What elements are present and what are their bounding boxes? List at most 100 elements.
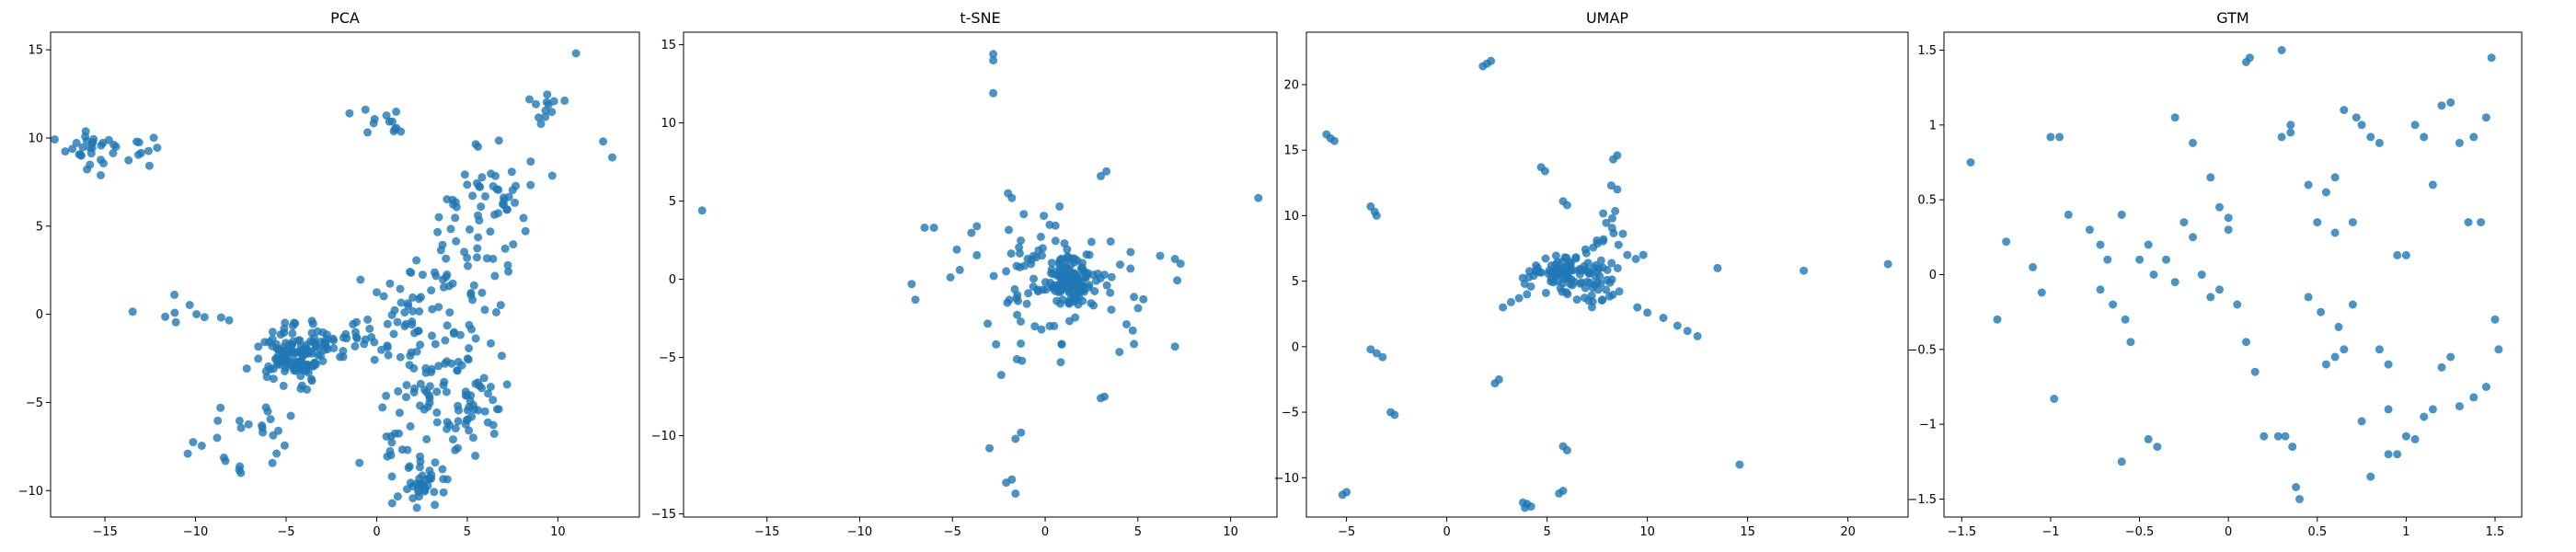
gtm-point [2117,457,2126,466]
gtm-y-tick-label: −0.5 [1907,343,1937,357]
tsne-point [1060,269,1068,278]
pca-point [377,345,385,354]
pca-point [466,391,476,400]
tsne-point [1050,321,1059,330]
gtm-x-tick-label: −0.5 [2125,525,2155,539]
umap-point [1551,251,1560,260]
pca-point [402,393,410,402]
pca-point [453,366,462,375]
tsne-point [967,228,976,237]
umap-points [1322,56,1892,512]
tsne-point [983,319,993,328]
umap-point [1683,327,1692,336]
pca-point [503,260,512,270]
pca-point [72,138,81,147]
umap-point [1558,279,1568,288]
pca-point [310,334,319,342]
pca-point [464,355,473,364]
gtm-point [2340,106,2349,115]
pca-point [434,213,443,222]
umap-point [1566,259,1575,268]
tsne-point [1016,248,1024,258]
gtm-point [2037,288,2046,297]
pca-point [382,432,391,441]
gtm-point [2002,237,2011,247]
tsne-point [989,271,998,281]
gtm-point [2334,322,2343,331]
pca-point [474,406,483,415]
umap-point [1602,218,1611,227]
gtm-point [2029,262,2038,271]
pca-point [412,503,421,512]
pca-panel: PCA −15 −10 −5 0 5 10 −10 −5 0 5 10 15 [18,9,640,539]
pca-point [406,421,415,431]
tsne-point [1012,261,1021,270]
pca-point [446,224,455,234]
pca-point [268,328,277,337]
pca-point [436,246,445,255]
tsne-point [697,206,707,215]
gtm-point [2477,218,2486,227]
pca-point [213,433,222,443]
umap-y-tick-label: 0 [1292,340,1299,354]
pca-point [111,142,121,151]
pca-point [236,462,245,471]
gtm-point [2117,210,2126,219]
pca-point [385,279,395,288]
gtm-y-tick-label: 0.5 [1917,194,1937,208]
pca-point [416,401,424,410]
gtm-point [2064,210,2073,219]
pca-point [489,429,499,438]
umap-point [1487,56,1496,65]
gtm-point [2420,412,2429,421]
gtm-point [2295,495,2304,503]
pca-point [153,144,162,153]
pca-point [526,180,535,190]
umap-point [1372,349,1381,358]
gtm-point [2410,121,2420,130]
tsne-point [1046,278,1054,287]
tsne-point [1107,272,1116,282]
pca-point [475,216,484,225]
umap-x-tick-label: 5 [1543,525,1550,539]
pca-point [547,108,557,117]
tsne-point [1122,320,1131,328]
tsne-point [1128,326,1137,335]
tsne-point [1012,354,1021,363]
pca-point [439,488,448,497]
tsne-point [1055,201,1064,211]
pca-point [280,324,289,333]
gtm-point [2286,121,2295,130]
pca-point [448,279,457,288]
pca-point [415,307,424,316]
pca-point [236,423,246,432]
pca-point [282,363,291,373]
pca-point [303,360,312,369]
tsne-point [989,56,998,65]
tsne-point [1031,253,1041,262]
umap-point [1569,266,1578,275]
umap-point [1562,253,1571,262]
pca-point [455,330,465,339]
tsne-point [1051,236,1060,246]
pca-point [292,366,301,375]
pca-point [404,464,413,472]
pca-point [466,290,476,299]
tsne-y-tick-label: −10 [651,430,676,443]
pca-point [460,170,469,179]
pca-point [494,405,503,414]
pca-point [481,191,489,201]
pca-point [442,387,451,397]
gtm-y-tick-label: −1.5 [1907,493,1937,507]
pca-point [329,336,339,345]
pca-point [454,417,463,426]
pca-point [389,329,398,339]
umap-point [1713,263,1722,272]
tsne-point [1102,281,1111,290]
tsne-point [1126,247,1135,257]
umap-point [1599,209,1608,218]
pca-point [428,331,436,340]
pca-point [471,451,480,460]
pca-point [200,313,209,322]
